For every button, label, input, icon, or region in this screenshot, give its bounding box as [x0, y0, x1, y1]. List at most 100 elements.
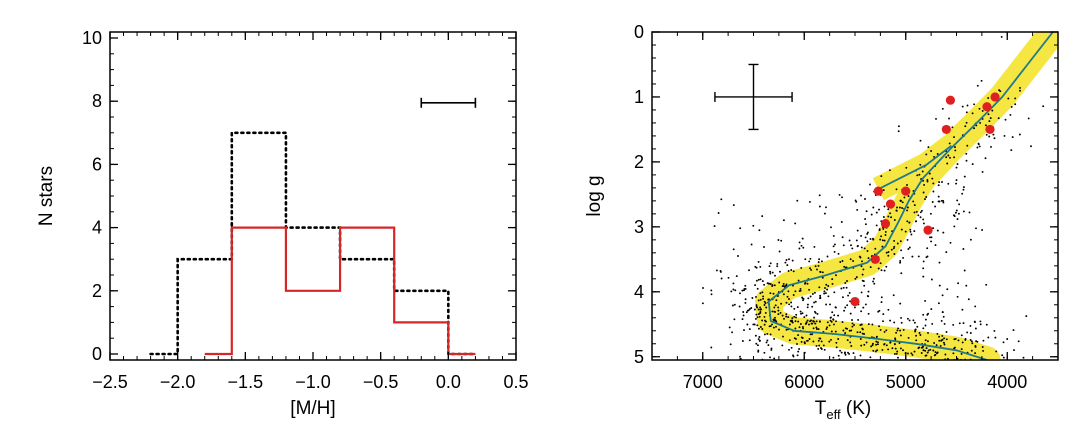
field-star-point [869, 238, 872, 240]
field-star-point [813, 301, 816, 304]
field-star-point [787, 290, 790, 293]
field-star-point [945, 331, 948, 333]
field-star-point [897, 125, 900, 128]
field-star-point [773, 310, 776, 313]
field-star-point [937, 195, 940, 198]
field-star-point [885, 329, 888, 332]
field-star-point [846, 280, 848, 282]
field-star-point [981, 109, 984, 112]
field-star-point [818, 194, 821, 197]
field-star-point [908, 246, 911, 249]
field-star-point [969, 324, 972, 327]
field-star-point [838, 193, 841, 196]
field-star-point [773, 306, 776, 309]
field-star-point [783, 317, 785, 320]
histogram-dotted-black [149, 131, 477, 356]
field-star-point [922, 313, 925, 316]
field-star-point [918, 173, 921, 176]
field-star-point [776, 262, 779, 265]
field-star-point [946, 288, 949, 291]
field-star-point [773, 337, 776, 340]
field-star-point [925, 256, 928, 259]
field-star-point [720, 277, 723, 280]
field-star-point [851, 325, 854, 328]
field-star-point [864, 236, 867, 239]
cluster-star-marker [901, 186, 911, 196]
field-star-point [866, 231, 869, 234]
field-star-point [795, 313, 798, 316]
field-star-point [763, 283, 766, 286]
field-star-point [767, 344, 770, 347]
logg-tick-label: 5 [634, 347, 644, 367]
field-star-point [794, 320, 797, 323]
field-star-point [929, 212, 932, 215]
field-star-point [922, 260, 925, 263]
field-star-point [932, 227, 935, 230]
field-star-point [755, 305, 758, 308]
field-star-point [931, 201, 934, 203]
field-star-point [893, 342, 896, 345]
field-star-point [974, 305, 977, 308]
field-star-point [811, 322, 814, 325]
field-star-point [847, 294, 850, 297]
field-star-point [767, 282, 770, 285]
y-tick-label: 10 [82, 28, 102, 48]
field-star-point [794, 290, 797, 293]
field-star-point [729, 343, 732, 346]
field-star-point [817, 261, 820, 264]
field-star-point [763, 323, 766, 326]
field-star-point [827, 285, 830, 287]
field-star-point [825, 206, 827, 209]
field-star-point [842, 286, 845, 289]
field-star-point [844, 332, 847, 334]
field-star-point [917, 347, 920, 350]
field-star-point [788, 323, 791, 326]
histogram-series-group [149, 131, 477, 356]
field-star-point [754, 317, 757, 320]
field-star-point [778, 328, 780, 331]
field-star-point [896, 350, 899, 353]
field-star-point [991, 109, 994, 112]
field-star-point [856, 331, 859, 334]
field-star-point [850, 329, 853, 332]
field-star-point [855, 276, 858, 279]
field-star-point [817, 347, 820, 350]
field-star-point [851, 319, 853, 321]
field-star-point [861, 273, 864, 276]
field-star-point [813, 316, 816, 319]
field-star-point [922, 349, 925, 352]
field-star-point [835, 341, 838, 344]
field-star-point [895, 352, 898, 355]
field-star-point [926, 247, 929, 250]
field-star-point [878, 325, 881, 328]
field-star-point [947, 154, 950, 157]
cluster-star-marker [885, 199, 896, 209]
field-star-point [797, 334, 800, 337]
field-star-point [919, 216, 922, 219]
field-star-point [941, 311, 944, 314]
field-star-point [797, 350, 800, 353]
field-star-point [832, 356, 835, 359]
field-star-point [757, 260, 760, 263]
field-star-point [989, 117, 992, 120]
field-star-point [855, 200, 858, 203]
field-star-point [964, 125, 967, 128]
field-star-point [785, 259, 788, 261]
field-star-point [772, 326, 775, 329]
field-star-point [702, 287, 704, 289]
field-star-point [900, 321, 903, 324]
field-star-point [818, 258, 821, 261]
field-star-point [763, 351, 766, 354]
field-star-point [828, 340, 831, 343]
field-star-point [883, 269, 886, 272]
field-star-point [956, 218, 959, 221]
field-star-point [763, 246, 765, 248]
field-star-point [881, 239, 884, 242]
field-star-point [732, 204, 735, 207]
field-star-point [786, 264, 789, 267]
field-star-point [869, 183, 871, 186]
field-star-point [748, 308, 751, 310]
field-star-point [764, 319, 766, 322]
field-star-point [875, 340, 878, 343]
